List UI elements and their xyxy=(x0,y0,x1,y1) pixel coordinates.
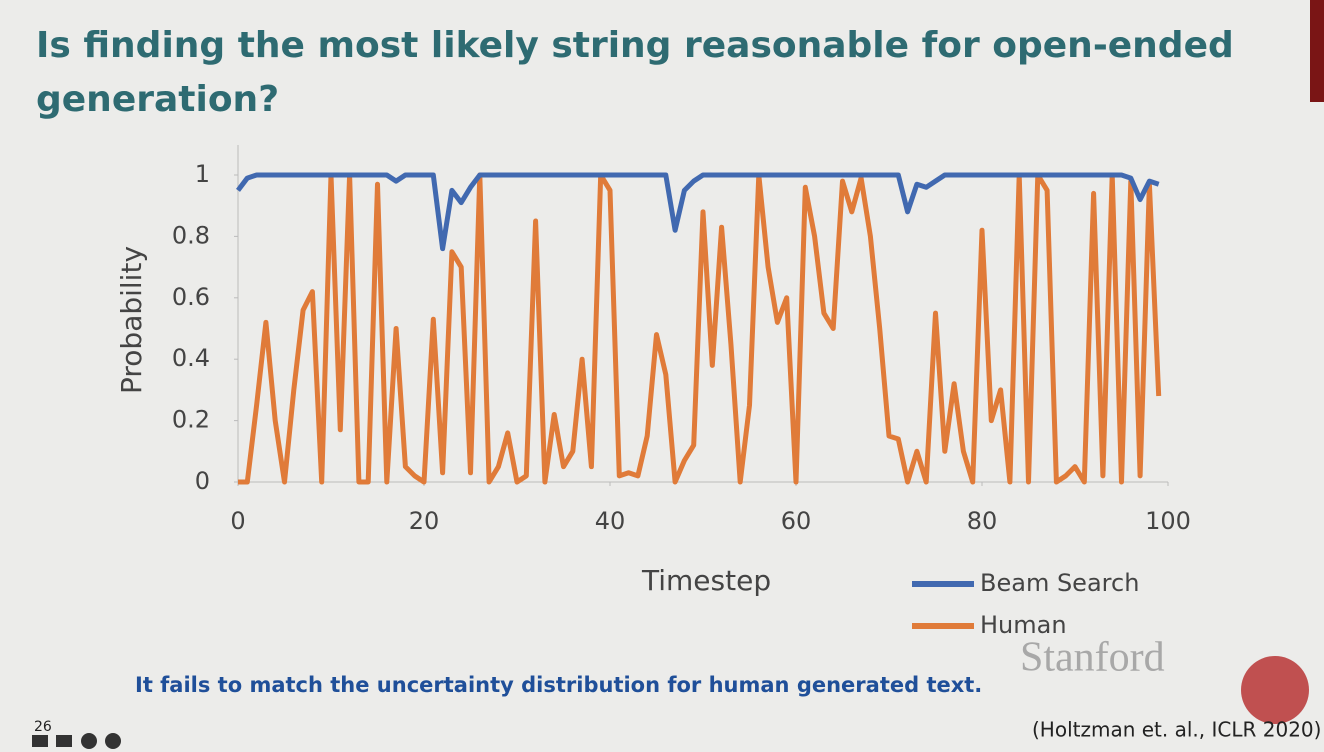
menu-icon[interactable] xyxy=(81,733,97,749)
camera-icon[interactable] xyxy=(56,735,72,747)
y-tick-label: 0 xyxy=(195,467,210,495)
logo-text: Stanford xyxy=(1020,635,1165,681)
toolbar-icons xyxy=(32,733,121,749)
x-tick-label: 0 xyxy=(230,507,245,535)
x-tick-label: 100 xyxy=(1145,507,1191,535)
series-line xyxy=(238,172,1162,485)
y-tick-label: 1 xyxy=(195,160,210,188)
legend-label: Human xyxy=(980,611,1067,639)
y-tick-label: 0.4 xyxy=(172,344,210,372)
y-tick-label: 0.8 xyxy=(172,221,210,249)
accent-bar xyxy=(1310,0,1324,102)
x-tick-label: 20 xyxy=(409,507,440,535)
slide-title: Is finding the most likely string reason… xyxy=(36,25,1234,120)
page-number: 26 xyxy=(34,719,52,735)
x-axis-label: Timestep xyxy=(641,564,771,597)
cc-icon[interactable] xyxy=(32,735,48,747)
y-tick-label: 0.2 xyxy=(172,406,210,434)
x-tick-label: 60 xyxy=(781,507,812,535)
y-axis-label: Probability xyxy=(115,246,148,394)
legend-label: Beam Search xyxy=(980,569,1139,597)
logo-badge xyxy=(1241,656,1309,724)
x-tick-label: 40 xyxy=(595,507,626,535)
x-tick-label: 80 xyxy=(967,507,998,535)
next-icon[interactable] xyxy=(105,733,121,749)
series-line xyxy=(236,172,1160,252)
citation: (Holtzman et. al., ICLR 2020) xyxy=(1032,718,1321,742)
y-tick-label: 0.6 xyxy=(172,283,210,311)
caption: It fails to match the uncertainty distri… xyxy=(135,673,982,697)
